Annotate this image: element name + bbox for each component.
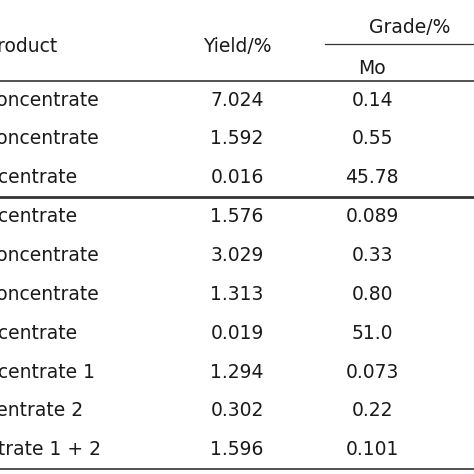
Text: ncentrate 1: ncentrate 1 bbox=[0, 363, 95, 382]
Text: Grade/%: Grade/% bbox=[369, 18, 451, 36]
Text: 1.592: 1.592 bbox=[210, 129, 264, 148]
Text: 0.33: 0.33 bbox=[351, 246, 393, 265]
Text: ncentrate: ncentrate bbox=[0, 324, 77, 343]
Text: 0.55: 0.55 bbox=[351, 129, 393, 148]
Text: 1.294: 1.294 bbox=[210, 363, 264, 382]
Text: Mo: Mo bbox=[358, 59, 386, 78]
Text: 0.019: 0.019 bbox=[210, 324, 264, 343]
Text: 0.22: 0.22 bbox=[351, 401, 393, 420]
Text: concentrate: concentrate bbox=[0, 129, 99, 148]
Text: 45.78: 45.78 bbox=[346, 168, 399, 187]
Text: concentrate: concentrate bbox=[0, 246, 99, 265]
Text: Yield/%: Yield/% bbox=[203, 36, 271, 56]
Text: 0.302: 0.302 bbox=[210, 401, 264, 420]
Text: ncentrate: ncentrate bbox=[0, 207, 77, 226]
Text: 0.089: 0.089 bbox=[346, 207, 399, 226]
Text: Product: Product bbox=[0, 36, 57, 56]
Text: centrate 2: centrate 2 bbox=[0, 401, 83, 420]
Text: 0.073: 0.073 bbox=[346, 363, 399, 382]
Text: 0.14: 0.14 bbox=[351, 91, 393, 109]
Text: concentrate: concentrate bbox=[0, 91, 99, 109]
Text: 0.80: 0.80 bbox=[351, 285, 393, 304]
Text: 0.101: 0.101 bbox=[346, 440, 399, 459]
Text: concentrate: concentrate bbox=[0, 285, 99, 304]
Text: 51.0: 51.0 bbox=[351, 324, 393, 343]
Text: 1.313: 1.313 bbox=[210, 285, 264, 304]
Text: 1.576: 1.576 bbox=[210, 207, 264, 226]
Text: 0.016: 0.016 bbox=[210, 168, 264, 187]
Text: 3.029: 3.029 bbox=[210, 246, 264, 265]
Text: 1.596: 1.596 bbox=[210, 440, 264, 459]
Text: ntrate 1 + 2: ntrate 1 + 2 bbox=[0, 440, 101, 459]
Text: 7.024: 7.024 bbox=[210, 91, 264, 109]
Text: ncentrate: ncentrate bbox=[0, 168, 77, 187]
